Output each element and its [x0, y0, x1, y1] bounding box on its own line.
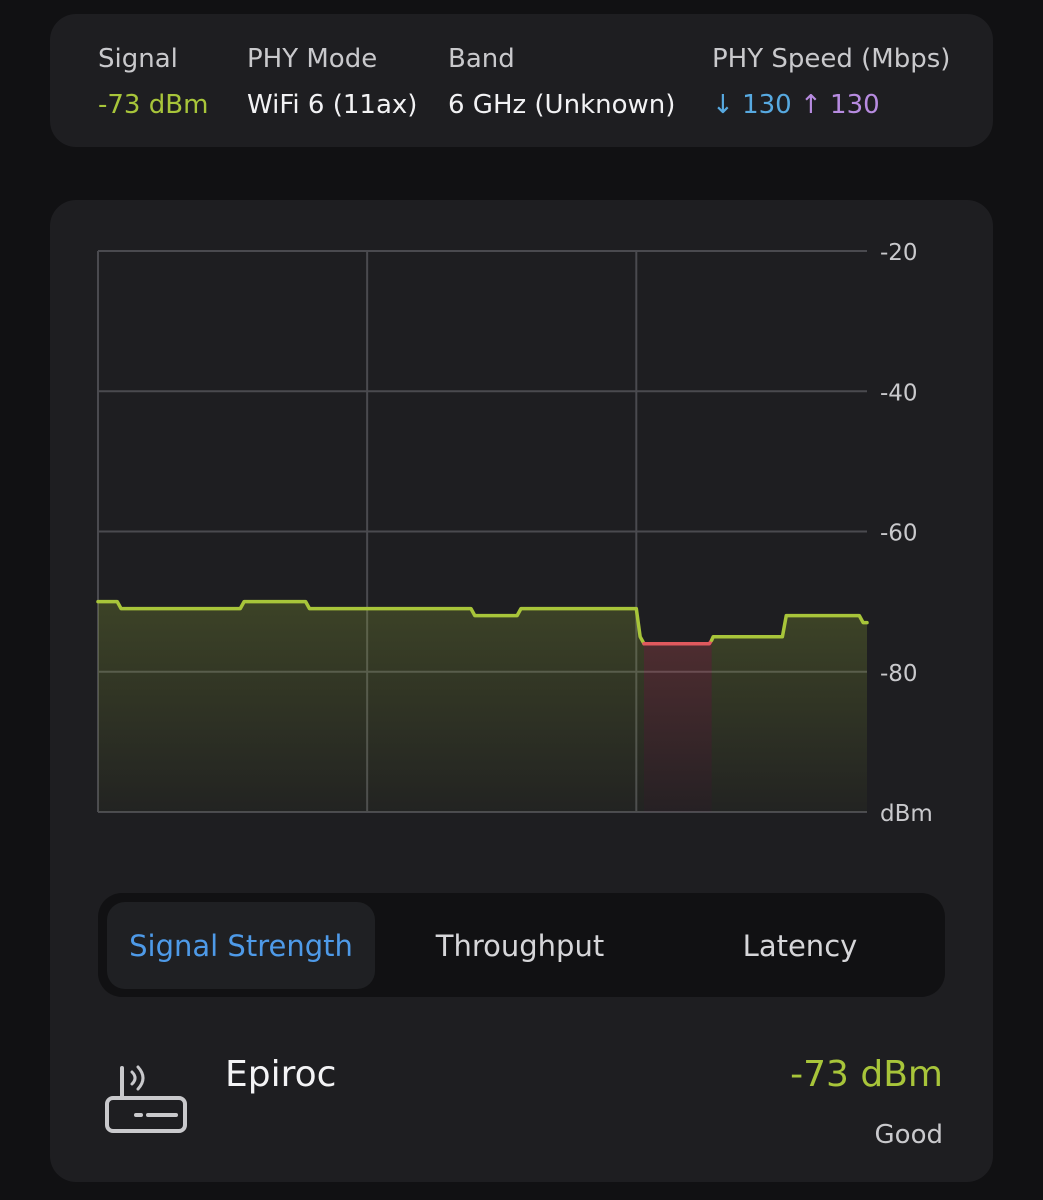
phy-speed-values: ↓ 130 ↑ 130	[712, 88, 950, 122]
phy-mode-info: PHY Mode WiFi 6 (11ax)	[247, 42, 417, 122]
tab-signal-strength[interactable]: Signal Strength	[107, 902, 375, 989]
phy-mode-value: WiFi 6 (11ax)	[247, 90, 418, 120]
phy-speed-label: PHY Speed (Mbps)	[712, 44, 951, 74]
connection-info-card: Signal -73 dBm PHY Mode WiFi 6 (11ax) Ba…	[50, 14, 993, 147]
y-tick-label: -80	[880, 661, 918, 687]
signal-chart-card: -20 -40 -60 -80 dBm Signal Strength Throughp…	[50, 200, 993, 1182]
series-line-good	[709, 613, 869, 642]
signal-info: Signal -73 dBm	[98, 42, 208, 122]
download-speed: 130	[742, 90, 792, 120]
y-tick-label: -40	[880, 380, 918, 406]
upload-arrow-icon: ↑	[799, 90, 822, 120]
signal-label: Signal	[98, 44, 178, 74]
tab-latency[interactable]: Latency	[665, 902, 935, 989]
y-tick-label: -20	[880, 240, 918, 266]
network-name: Epiroc	[225, 1054, 337, 1095]
y-tick-label: -60	[880, 521, 918, 547]
router-icon	[105, 1065, 187, 1133]
series-area-good	[98, 601, 644, 812]
series-line-good	[96, 599, 646, 646]
download-arrow-icon: ↓	[712, 90, 734, 120]
band-info: Band 6 GHz (Unknown)	[448, 42, 675, 122]
metric-tabs: Signal Strength Throughput Latency	[98, 893, 945, 997]
series-line-poor	[642, 638, 714, 646]
band-label: Band	[448, 44, 515, 74]
phy-speed-info: PHY Speed (Mbps) ↓ 130 ↑ 130	[712, 42, 950, 122]
network-signal-value: -73 dBm	[790, 1054, 943, 1095]
tab-throughput-label: Throughput	[435, 928, 605, 963]
tab-latency-label: Latency	[742, 928, 858, 963]
series-area-poor	[643, 640, 712, 812]
network-row[interactable]: Epiroc -73 dBm Good	[50, 1040, 993, 1180]
tab-throughput[interactable]: Throughput	[385, 902, 655, 989]
signal-value: -73 dBm	[98, 90, 209, 120]
tab-signal-strength-label: Signal Strength	[129, 928, 353, 963]
upload-speed: 130	[830, 90, 880, 120]
band-value: 6 GHz (Unknown)	[448, 90, 676, 120]
signal-strength-chart: -20 -40 -60 -80 dBm	[96, 240, 933, 827]
y-unit-label: dBm	[880, 801, 933, 827]
network-signal-quality: Good	[874, 1120, 943, 1150]
phy-mode-label: PHY Mode	[247, 44, 378, 74]
series-area-good	[711, 615, 867, 812]
